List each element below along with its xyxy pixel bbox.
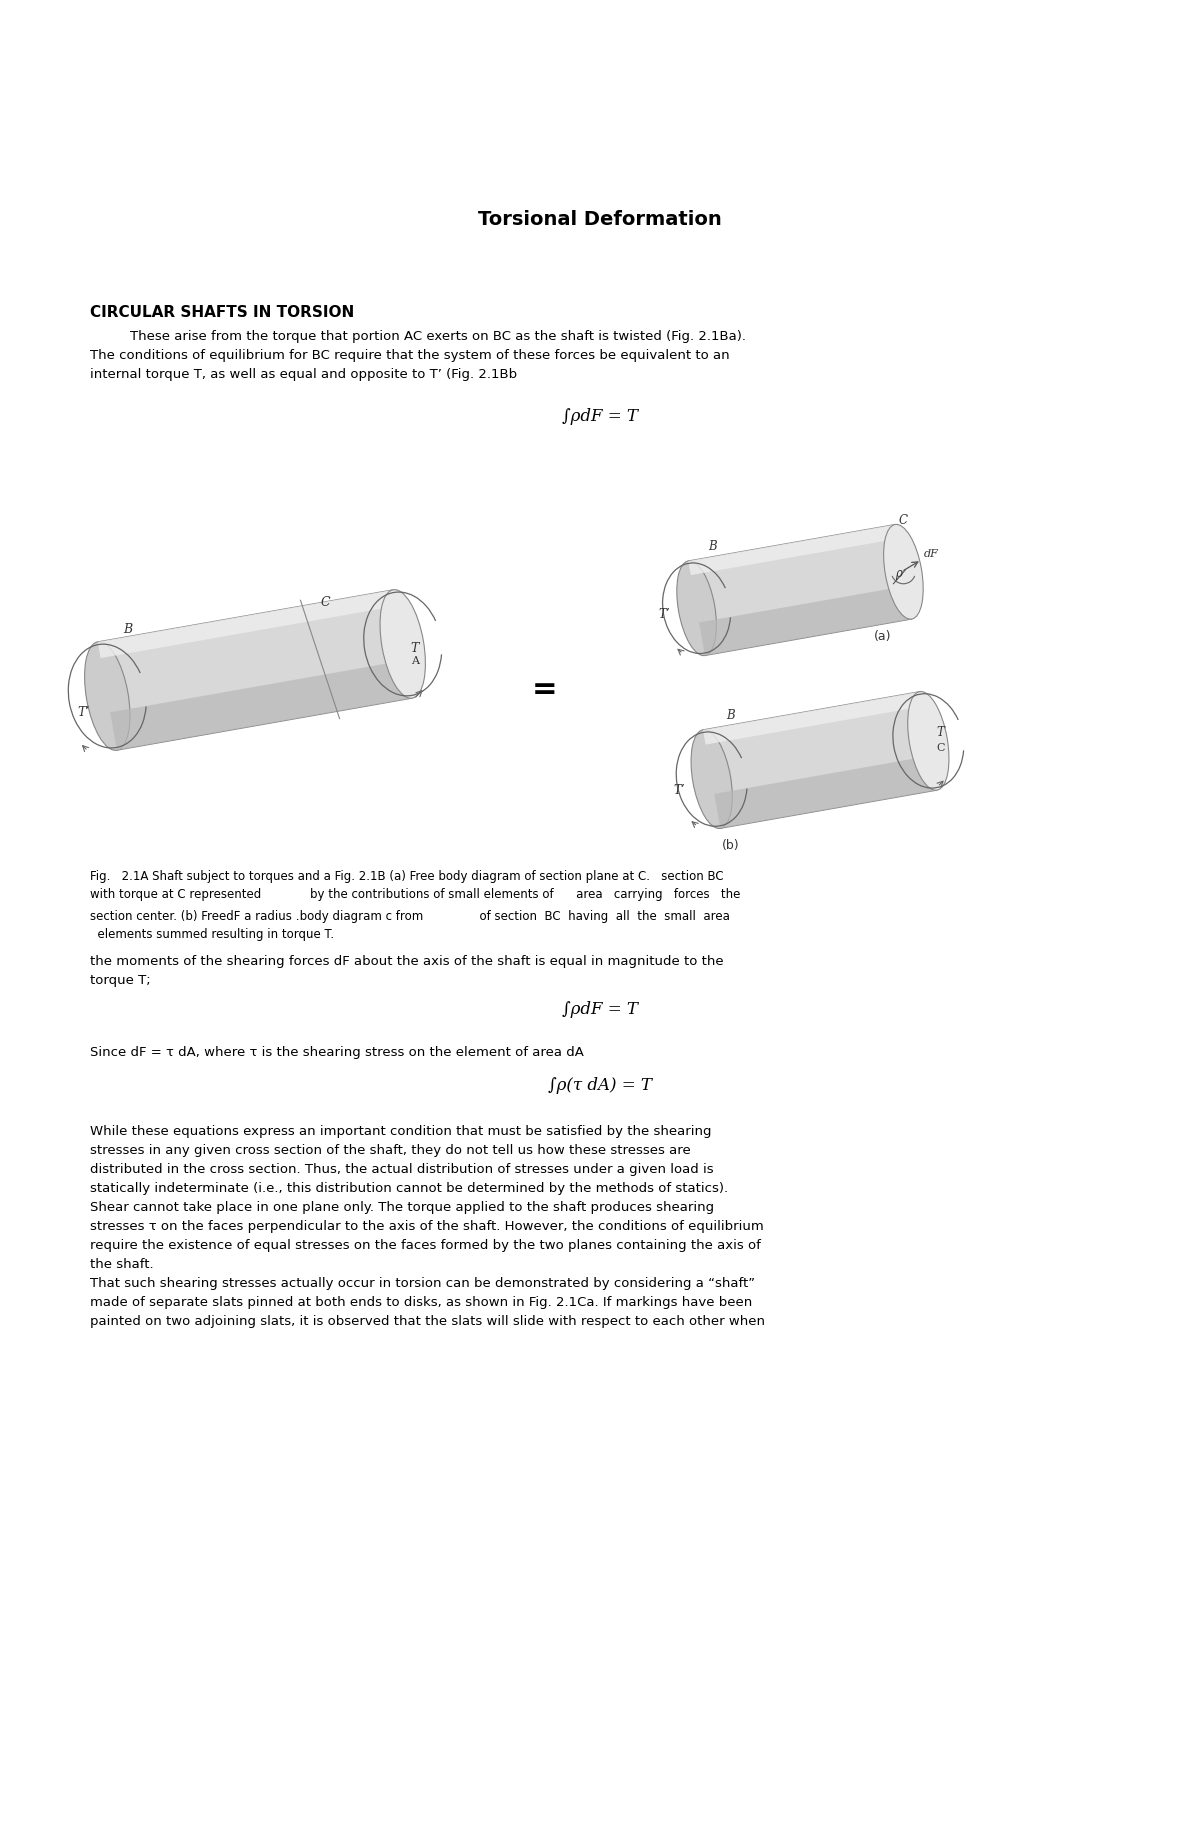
Text: ρ: ρ <box>895 567 902 580</box>
Polygon shape <box>700 585 912 655</box>
Text: Fig.   2.1A Shaft subject to torques and a Fig. 2.1B (a) Free body diagram of se: Fig. 2.1A Shaft subject to torques and a… <box>90 870 724 883</box>
Ellipse shape <box>883 525 923 618</box>
Polygon shape <box>97 589 396 659</box>
Text: ∫ρ(τ dA) = T: ∫ρ(τ dA) = T <box>548 1077 652 1094</box>
Text: ∫ρdF = T: ∫ρdF = T <box>562 1002 638 1018</box>
Text: B: B <box>727 708 736 723</box>
Text: with torque at C represented             by the contributions of small elements : with torque at C represented by the cont… <box>90 888 740 901</box>
Text: CIRCULAR SHAFTS IN TORSION: CIRCULAR SHAFTS IN TORSION <box>90 305 354 319</box>
Polygon shape <box>703 692 937 828</box>
Text: internal torque T, as well as equal and opposite to T’ (Fig. 2.1Bb: internal torque T, as well as equal and … <box>90 369 517 382</box>
Text: painted on two adjoining slats, it is observed that the slats will slide with re: painted on two adjoining slats, it is ob… <box>90 1316 766 1329</box>
Text: B: B <box>122 624 132 637</box>
Text: Since dF = τ dA, where τ is the shearing stress on the element of area dA: Since dF = τ dA, where τ is the shearing… <box>90 1046 584 1059</box>
Text: require the existence of equal stresses on the faces formed by the two planes co: require the existence of equal stresses … <box>90 1239 761 1251</box>
Polygon shape <box>689 525 898 574</box>
Text: T: T <box>410 642 419 655</box>
Text: (a): (a) <box>874 629 890 642</box>
Ellipse shape <box>691 730 732 828</box>
Text: statically indeterminate (i.e., this distribution cannot be determined by the me: statically indeterminate (i.e., this dis… <box>90 1182 728 1195</box>
Text: stresses τ on the faces perpendicular to the axis of the shaft. However, the con: stresses τ on the faces perpendicular to… <box>90 1220 763 1233</box>
Text: ∫ρdF = T: ∫ρdF = T <box>562 407 638 426</box>
Polygon shape <box>97 589 413 751</box>
Ellipse shape <box>84 642 130 751</box>
Text: T’: T’ <box>673 784 685 796</box>
Text: T: T <box>936 727 944 740</box>
Text: the shaft.: the shaft. <box>90 1259 154 1272</box>
Polygon shape <box>714 756 937 828</box>
Text: C: C <box>936 743 944 752</box>
Text: T’: T’ <box>659 607 671 622</box>
Text: A: A <box>410 655 419 666</box>
Text: (b): (b) <box>721 839 739 851</box>
Polygon shape <box>689 525 912 655</box>
Text: torque T;: torque T; <box>90 974 151 987</box>
Text: distributed in the cross section. Thus, the actual distribution of stresses unde: distributed in the cross section. Thus, … <box>90 1163 714 1176</box>
Text: That such shearing stresses actually occur in torsion can be demonstrated by con: That such shearing stresses actually occ… <box>90 1277 755 1290</box>
Text: Torsional Deformation: Torsional Deformation <box>478 209 722 229</box>
Text: the moments of the shearing forces dF about the axis of the shaft is equal in ma: the moments of the shearing forces dF ab… <box>90 954 724 969</box>
Text: C: C <box>320 596 330 609</box>
Polygon shape <box>110 661 413 751</box>
Polygon shape <box>703 692 923 745</box>
Text: elements summed resulting in torque T.: elements summed resulting in torque T. <box>90 929 334 941</box>
Ellipse shape <box>907 692 949 791</box>
Text: dF: dF <box>924 549 938 560</box>
Text: made of separate slats pinned at both ends to disks, as shown in Fig. 2.1Ca. If : made of separate slats pinned at both en… <box>90 1296 752 1308</box>
Text: stresses in any given cross section of the shaft, they do not tell us how these : stresses in any given cross section of t… <box>90 1143 691 1158</box>
Text: =: = <box>532 675 558 705</box>
Text: T’: T’ <box>77 706 90 719</box>
Text: Shear cannot take place in one plane only. The torque applied to the shaft produ: Shear cannot take place in one plane onl… <box>90 1200 714 1215</box>
Ellipse shape <box>677 562 716 655</box>
Text: B: B <box>708 539 718 552</box>
Text: The conditions of equilibrium for BC require that the system of these forces be : The conditions of equilibrium for BC req… <box>90 349 730 361</box>
Text: While these equations express an important condition that must be satisfied by t: While these equations express an importa… <box>90 1125 712 1138</box>
Text: C: C <box>899 514 907 527</box>
Text: These arise from the torque that portion AC exerts on BC as the shaft is twisted: These arise from the torque that portion… <box>130 330 746 343</box>
Ellipse shape <box>380 589 426 699</box>
Text: section center. (b) FreedF a radius ․body diagram c from               of sectio: section center. (b) FreedF a radius ․bod… <box>90 910 730 923</box>
